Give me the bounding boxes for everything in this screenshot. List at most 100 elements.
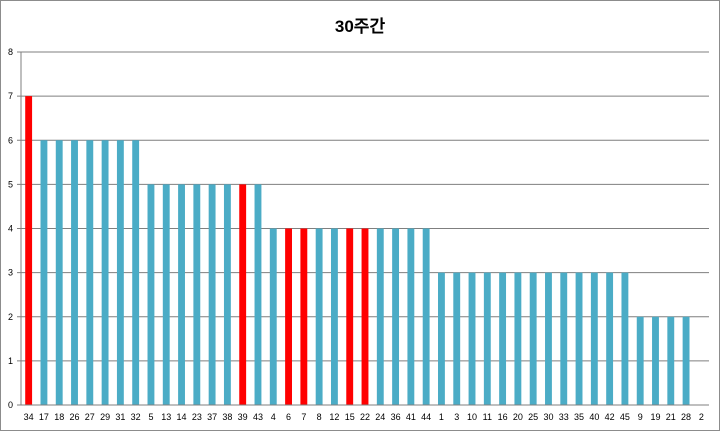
bar-40 [590, 272, 598, 405]
bar-22 [361, 228, 369, 405]
x-tick-label: 17 [39, 412, 49, 422]
bar-9 [636, 316, 644, 405]
bar-1 [438, 272, 445, 405]
x-tick-label: 33 [559, 412, 569, 422]
bar-28 [682, 316, 690, 405]
x-tick-label: 22 [360, 412, 370, 422]
bar-30 [545, 272, 552, 405]
x-tick-label: 19 [650, 412, 660, 422]
bar-16 [499, 272, 507, 405]
x-tick-labels: 34 17 18 26 27 29 31 32 5 13 14 23 37 38 39 43 4 6 7 8 12 15 2… [24, 412, 704, 422]
x-tick-label: 2 [699, 412, 704, 422]
bar-29 [101, 140, 109, 405]
y-tick-label: 2 [8, 312, 13, 322]
x-tick-label: 10 [467, 412, 477, 422]
bar-12 [330, 228, 338, 405]
bar-32 [132, 140, 140, 405]
bar-19 [652, 316, 659, 405]
x-tick-label: 32 [131, 412, 141, 422]
y-tick-label: 6 [8, 135, 13, 145]
bar-25 [529, 272, 537, 405]
bar-38 [223, 184, 231, 405]
x-tick-label: 41 [406, 412, 416, 422]
bar-7 [300, 228, 308, 405]
x-tick-label: 23 [192, 412, 202, 422]
chart-title: 30주간 [334, 17, 386, 36]
bar-8 [315, 228, 323, 405]
x-tick-label: 18 [54, 412, 64, 422]
bar-34 [25, 96, 33, 405]
bar-6 [285, 228, 292, 405]
x-tick-label: 4 [271, 412, 276, 422]
bar-36 [392, 228, 400, 405]
x-tick-label: 25 [528, 412, 538, 422]
bar-17 [40, 140, 48, 405]
x-tick-label: 36 [391, 412, 401, 422]
x-tick-label: 39 [238, 412, 248, 422]
x-tick-label: 26 [70, 412, 80, 422]
bar-33 [560, 272, 568, 405]
bar-23 [193, 184, 201, 405]
bar-10 [468, 272, 476, 405]
y-tick-label: 8 [8, 47, 13, 57]
bar-42 [606, 272, 614, 405]
bar-37 [208, 184, 216, 405]
x-tick-label: 42 [605, 412, 615, 422]
bar-13 [162, 184, 170, 405]
x-tick-label: 40 [589, 412, 599, 422]
y-tick-label: 3 [8, 268, 13, 278]
x-tick-label: 6 [286, 412, 291, 422]
x-tick-label: 15 [345, 412, 355, 422]
x-tick-label: 12 [329, 412, 339, 422]
x-tick-label: 38 [222, 412, 232, 422]
axes [17, 51, 709, 406]
x-tick-label: 35 [574, 412, 584, 422]
x-tick-label: 31 [115, 412, 125, 422]
x-tick-label: 45 [620, 412, 630, 422]
x-tick-label: 34 [24, 412, 34, 422]
bar-11 [483, 272, 491, 405]
bar-43 [254, 184, 262, 405]
bar-44 [422, 228, 430, 405]
x-tick-label: 9 [638, 412, 643, 422]
bar-5 [147, 184, 155, 405]
x-tick-label: 30 [543, 412, 553, 422]
bar-45 [621, 272, 629, 405]
x-tick-label: 1 [439, 412, 444, 422]
x-tick-label: 13 [161, 412, 171, 422]
x-tick-label: 21 [666, 412, 676, 422]
y-tick-label: 0 [8, 400, 13, 410]
x-tick-label: 11 [483, 412, 492, 422]
x-tick-label: 37 [207, 412, 217, 422]
bar-18 [55, 140, 63, 405]
bar-21 [667, 316, 675, 405]
bar-3 [453, 272, 461, 405]
x-tick-label: 7 [301, 412, 306, 422]
bar-20 [514, 272, 522, 405]
bar-4 [269, 228, 277, 405]
x-tick-label: 16 [498, 412, 508, 422]
x-tick-label: 28 [681, 412, 691, 422]
x-tick-label: 20 [513, 412, 523, 422]
y-tick-label: 1 [8, 356, 13, 366]
y-tick-label: 4 [8, 224, 13, 234]
x-tick-label: 44 [421, 412, 431, 422]
bar-15 [346, 228, 354, 405]
bars [25, 96, 690, 405]
bar-26 [71, 140, 78, 405]
bar-41 [407, 228, 415, 405]
bar-31 [116, 140, 124, 405]
bar-27 [86, 140, 94, 405]
bar-24 [376, 228, 384, 405]
bar-39 [239, 184, 247, 405]
bar-14 [178, 184, 185, 405]
x-tick-label: 27 [85, 412, 95, 422]
bar-35 [575, 272, 583, 405]
y-tick-label: 5 [8, 179, 13, 189]
x-tick-label: 14 [177, 412, 187, 422]
x-tick-label: 8 [317, 412, 322, 422]
x-tick-label: 5 [148, 412, 153, 422]
x-tick-label: 43 [253, 412, 263, 422]
x-tick-label: 29 [100, 412, 110, 422]
